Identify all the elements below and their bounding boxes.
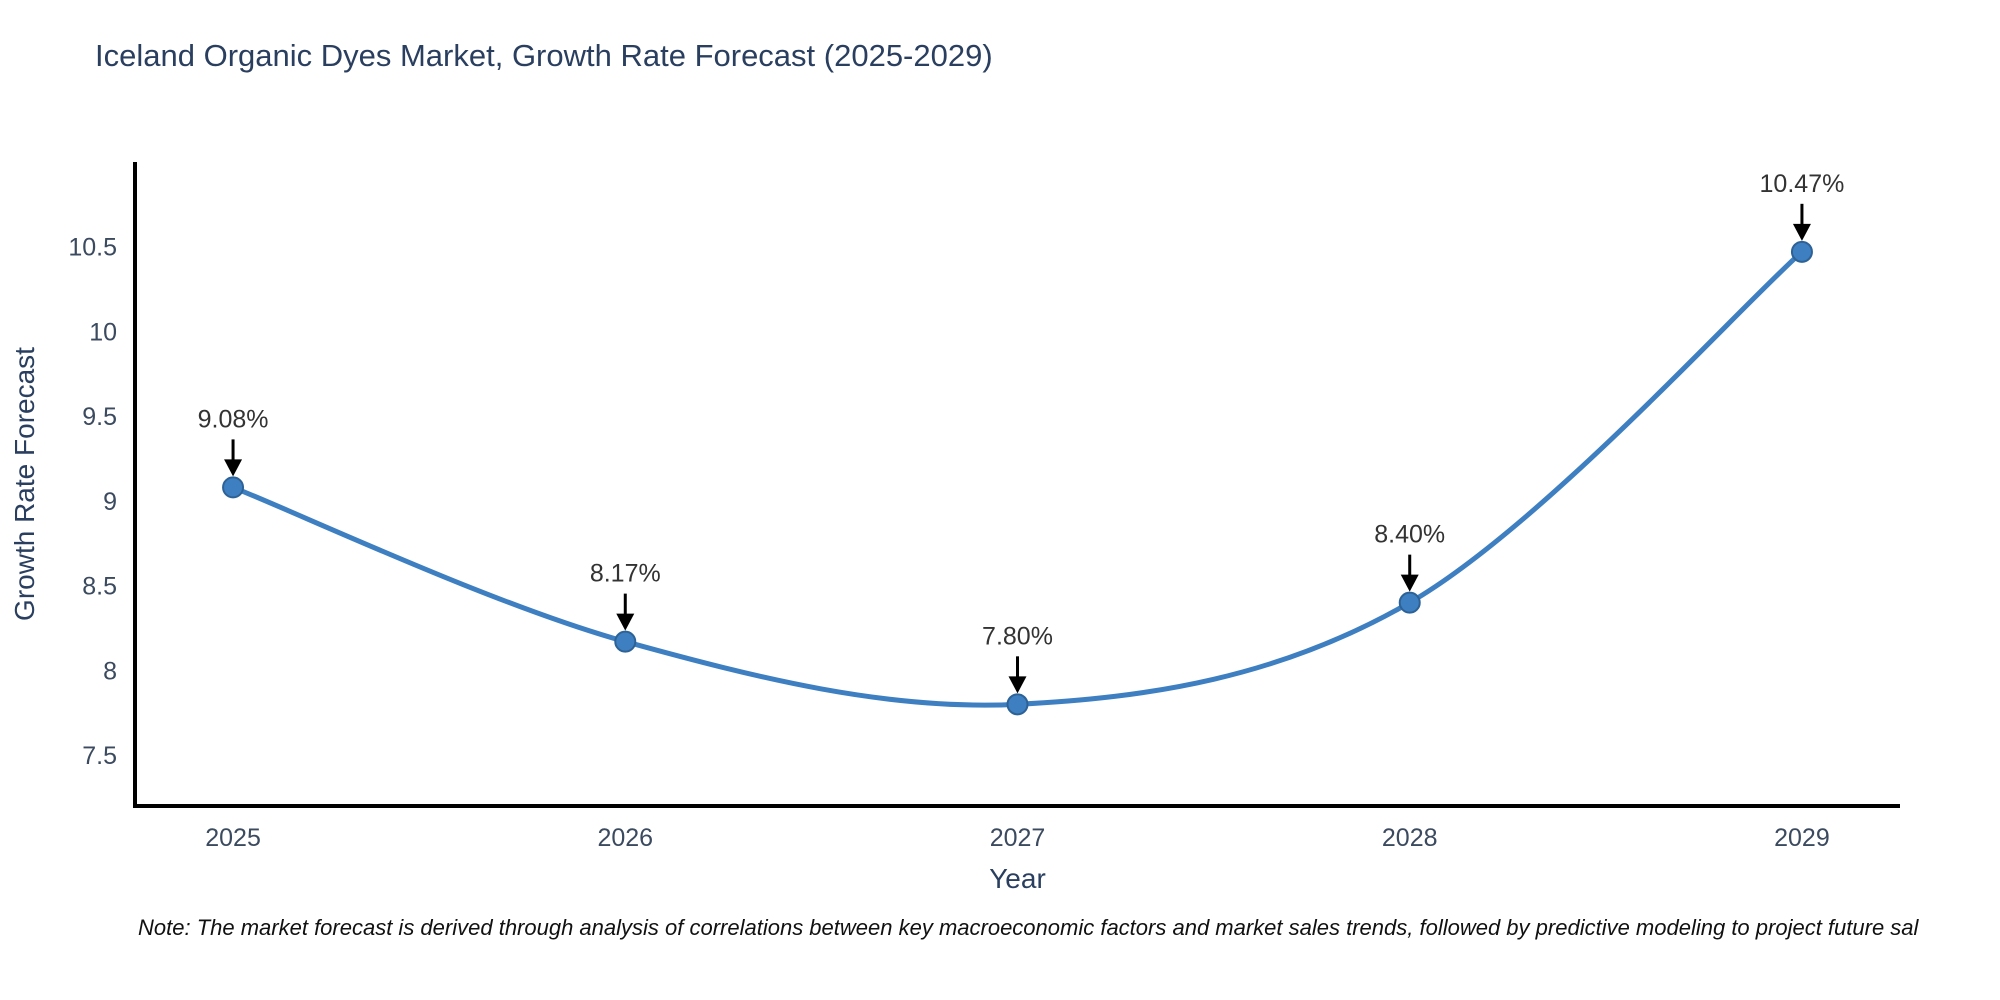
y-tick-label: 10 (89, 318, 117, 346)
annotation-label: 8.40% (1374, 521, 1445, 549)
annotation-label: 10.47% (1760, 170, 1845, 198)
annotation-arrowhead (224, 459, 243, 477)
data-point-marker (1398, 591, 1421, 614)
y-tick-label: 8.5 (82, 573, 117, 601)
y-tick-label: 7.5 (82, 742, 117, 770)
x-tick-label: 2028 (1382, 824, 1438, 852)
x-tick-label: 2026 (597, 824, 653, 852)
chart-footnote: Note: The market forecast is derived thr… (138, 915, 1919, 940)
annotation-arrowhead (1008, 676, 1027, 694)
y-tick-label: 10.5 (68, 234, 117, 262)
annotation-arrowhead (616, 613, 635, 631)
x-tick-label: 2027 (990, 824, 1046, 852)
y-tick-label: 8 (103, 657, 117, 685)
data-point-marker (614, 630, 637, 653)
y-tick-label: 9.5 (82, 403, 117, 431)
x-tick-label: 2025 (205, 824, 261, 852)
annotation-arrowhead (1400, 574, 1419, 592)
x-axis-title: Year (989, 863, 1046, 894)
annotation-label: 8.17% (590, 560, 661, 588)
annotation-arrowhead (1792, 223, 1811, 241)
data-point-marker (1790, 240, 1813, 263)
data-point-marker (1006, 693, 1029, 716)
annotation-label: 7.80% (982, 622, 1053, 650)
x-tick-label: 2029 (1774, 824, 1830, 852)
data-point-marker (222, 476, 245, 499)
y-axis-title: Growth Rate Forecast (9, 347, 40, 621)
chart-title: Iceland Organic Dyes Market, Growth Rate… (95, 38, 993, 73)
annotation-label: 9.08% (198, 405, 269, 433)
y-tick-label: 9 (103, 488, 117, 516)
